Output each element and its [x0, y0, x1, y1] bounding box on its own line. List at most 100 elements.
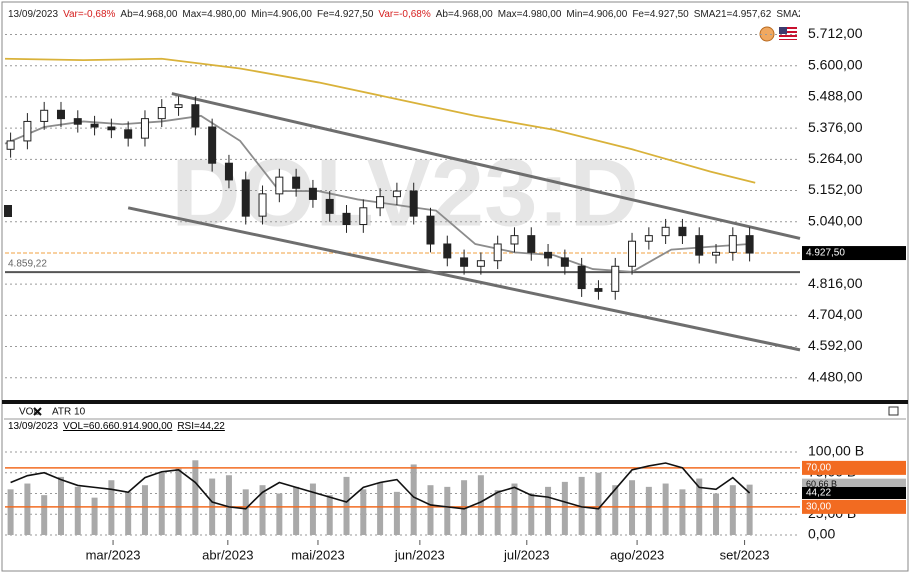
maximize-button[interactable]	[888, 406, 899, 416]
flag-stripe	[779, 37, 797, 39]
volume-bar	[528, 493, 535, 536]
volume-bar	[612, 485, 619, 536]
volume-bar	[141, 485, 148, 536]
candle-body	[6, 140, 15, 150]
candle-body	[661, 226, 670, 237]
candle-body	[712, 251, 721, 256]
header-field: Ab=4.968,00	[435, 9, 493, 20]
candle-body	[342, 212, 351, 226]
y-tick-label: 5.712,00	[808, 25, 863, 41]
level-label: 4.859,22	[8, 259, 47, 270]
volume-bar	[242, 489, 249, 536]
rsi-tag	[802, 487, 906, 500]
volume-bar	[192, 460, 199, 536]
header-field: SMA200=5.179,57	[776, 9, 800, 20]
volume-bar	[511, 483, 518, 536]
volume-bar	[108, 480, 115, 536]
header-field: Var=-0,68%	[378, 9, 431, 20]
tab-label[interactable]: ATR 10	[52, 407, 86, 418]
volume-bar	[494, 490, 501, 536]
header-field: RSI=44,22	[177, 421, 225, 432]
candle-body	[443, 243, 452, 259]
price-header: 13/09/2023 Var=-0,68% Ab=4.968,00 Max=4.980…	[8, 9, 800, 20]
rsi-line	[10, 462, 751, 510]
header-field: 13/09/2023	[8, 9, 59, 20]
candle-body	[544, 251, 553, 259]
candle-body	[73, 118, 82, 125]
last-price-label: 4.927,50	[806, 248, 845, 259]
level-tag	[802, 499, 906, 514]
header-field: Fe=4.927,50	[316, 9, 374, 20]
y-tick-label: 4.480,00	[808, 368, 863, 384]
volume-bar	[645, 486, 652, 536]
volume-bar	[679, 489, 686, 536]
volume-bar	[125, 491, 132, 536]
volume-bar	[746, 484, 753, 536]
volume-bar	[41, 495, 48, 536]
header-field: 13/09/2023	[8, 421, 59, 432]
candle-body	[644, 235, 653, 242]
candle-body	[292, 176, 301, 189]
x-tick-label: ago/2023	[610, 547, 664, 562]
x-tick-label: jul/2023	[503, 547, 550, 562]
candle-body	[107, 126, 116, 131]
volume-bar	[377, 482, 384, 536]
candle-body	[157, 107, 166, 120]
close-icon[interactable]	[33, 407, 42, 416]
x-tick-label: mai/2023	[291, 547, 344, 562]
flag-stripe	[779, 29, 797, 31]
tab-bar	[4, 405, 906, 418]
volume-bar	[24, 483, 31, 536]
candle-body	[208, 126, 217, 164]
x-tick-label: abr/2023	[202, 547, 253, 562]
candle-body	[460, 257, 469, 267]
x-tick-label: mar/2023	[86, 547, 141, 562]
volume-bar	[427, 485, 434, 536]
candle-body	[594, 288, 603, 292]
volume-bar	[326, 495, 333, 536]
volume-bar	[410, 464, 417, 536]
volume-bar	[444, 486, 451, 536]
header-field: Max=4.980,00	[497, 9, 562, 20]
flag-canton	[779, 27, 787, 34]
volume-bar	[259, 485, 266, 536]
candle-body	[577, 265, 586, 290]
volume-bar	[293, 486, 300, 536]
volume-bar	[662, 483, 669, 536]
candle-body	[258, 193, 267, 217]
candle-body	[56, 109, 65, 120]
candle-body	[493, 243, 502, 262]
moving-average	[4, 57, 756, 184]
candle-body	[728, 235, 737, 253]
candle-body	[174, 104, 183, 109]
volume-bar	[595, 472, 602, 536]
y-tick-label: 100,00 B	[808, 443, 864, 459]
volume-bar	[7, 489, 14, 536]
volume-bar	[91, 497, 98, 536]
flag-stripe	[779, 33, 797, 35]
trend-line	[171, 92, 801, 240]
side-toggle[interactable]	[4, 205, 12, 217]
candle-body	[241, 179, 250, 217]
candle-body	[359, 207, 368, 226]
rsi-tag-label: 44,22	[806, 488, 831, 499]
y-tick-label: 5.040,00	[808, 212, 863, 228]
close-tab-button[interactable]	[33, 407, 42, 416]
candle-body	[678, 226, 687, 237]
candle-body	[527, 235, 536, 253]
y-tick-label: 4.592,00	[808, 337, 863, 353]
volume-bar	[74, 486, 81, 536]
level-tag-label: 70,00	[806, 463, 831, 474]
indicator-header: 13/09/2023 VOL=60.660.914.900,00 RSI=44,22	[8, 421, 408, 432]
volume-bar	[477, 475, 484, 536]
x-tick-label: jun/2023	[394, 547, 445, 562]
volume-bar	[309, 483, 316, 536]
header-field: Min=4.906,00	[566, 9, 628, 20]
candle-body	[628, 240, 637, 267]
tab-label[interactable]: VOL	[19, 407, 39, 418]
level-tag	[802, 460, 906, 475]
candle-body	[325, 198, 334, 214]
candle-body	[140, 118, 149, 139]
